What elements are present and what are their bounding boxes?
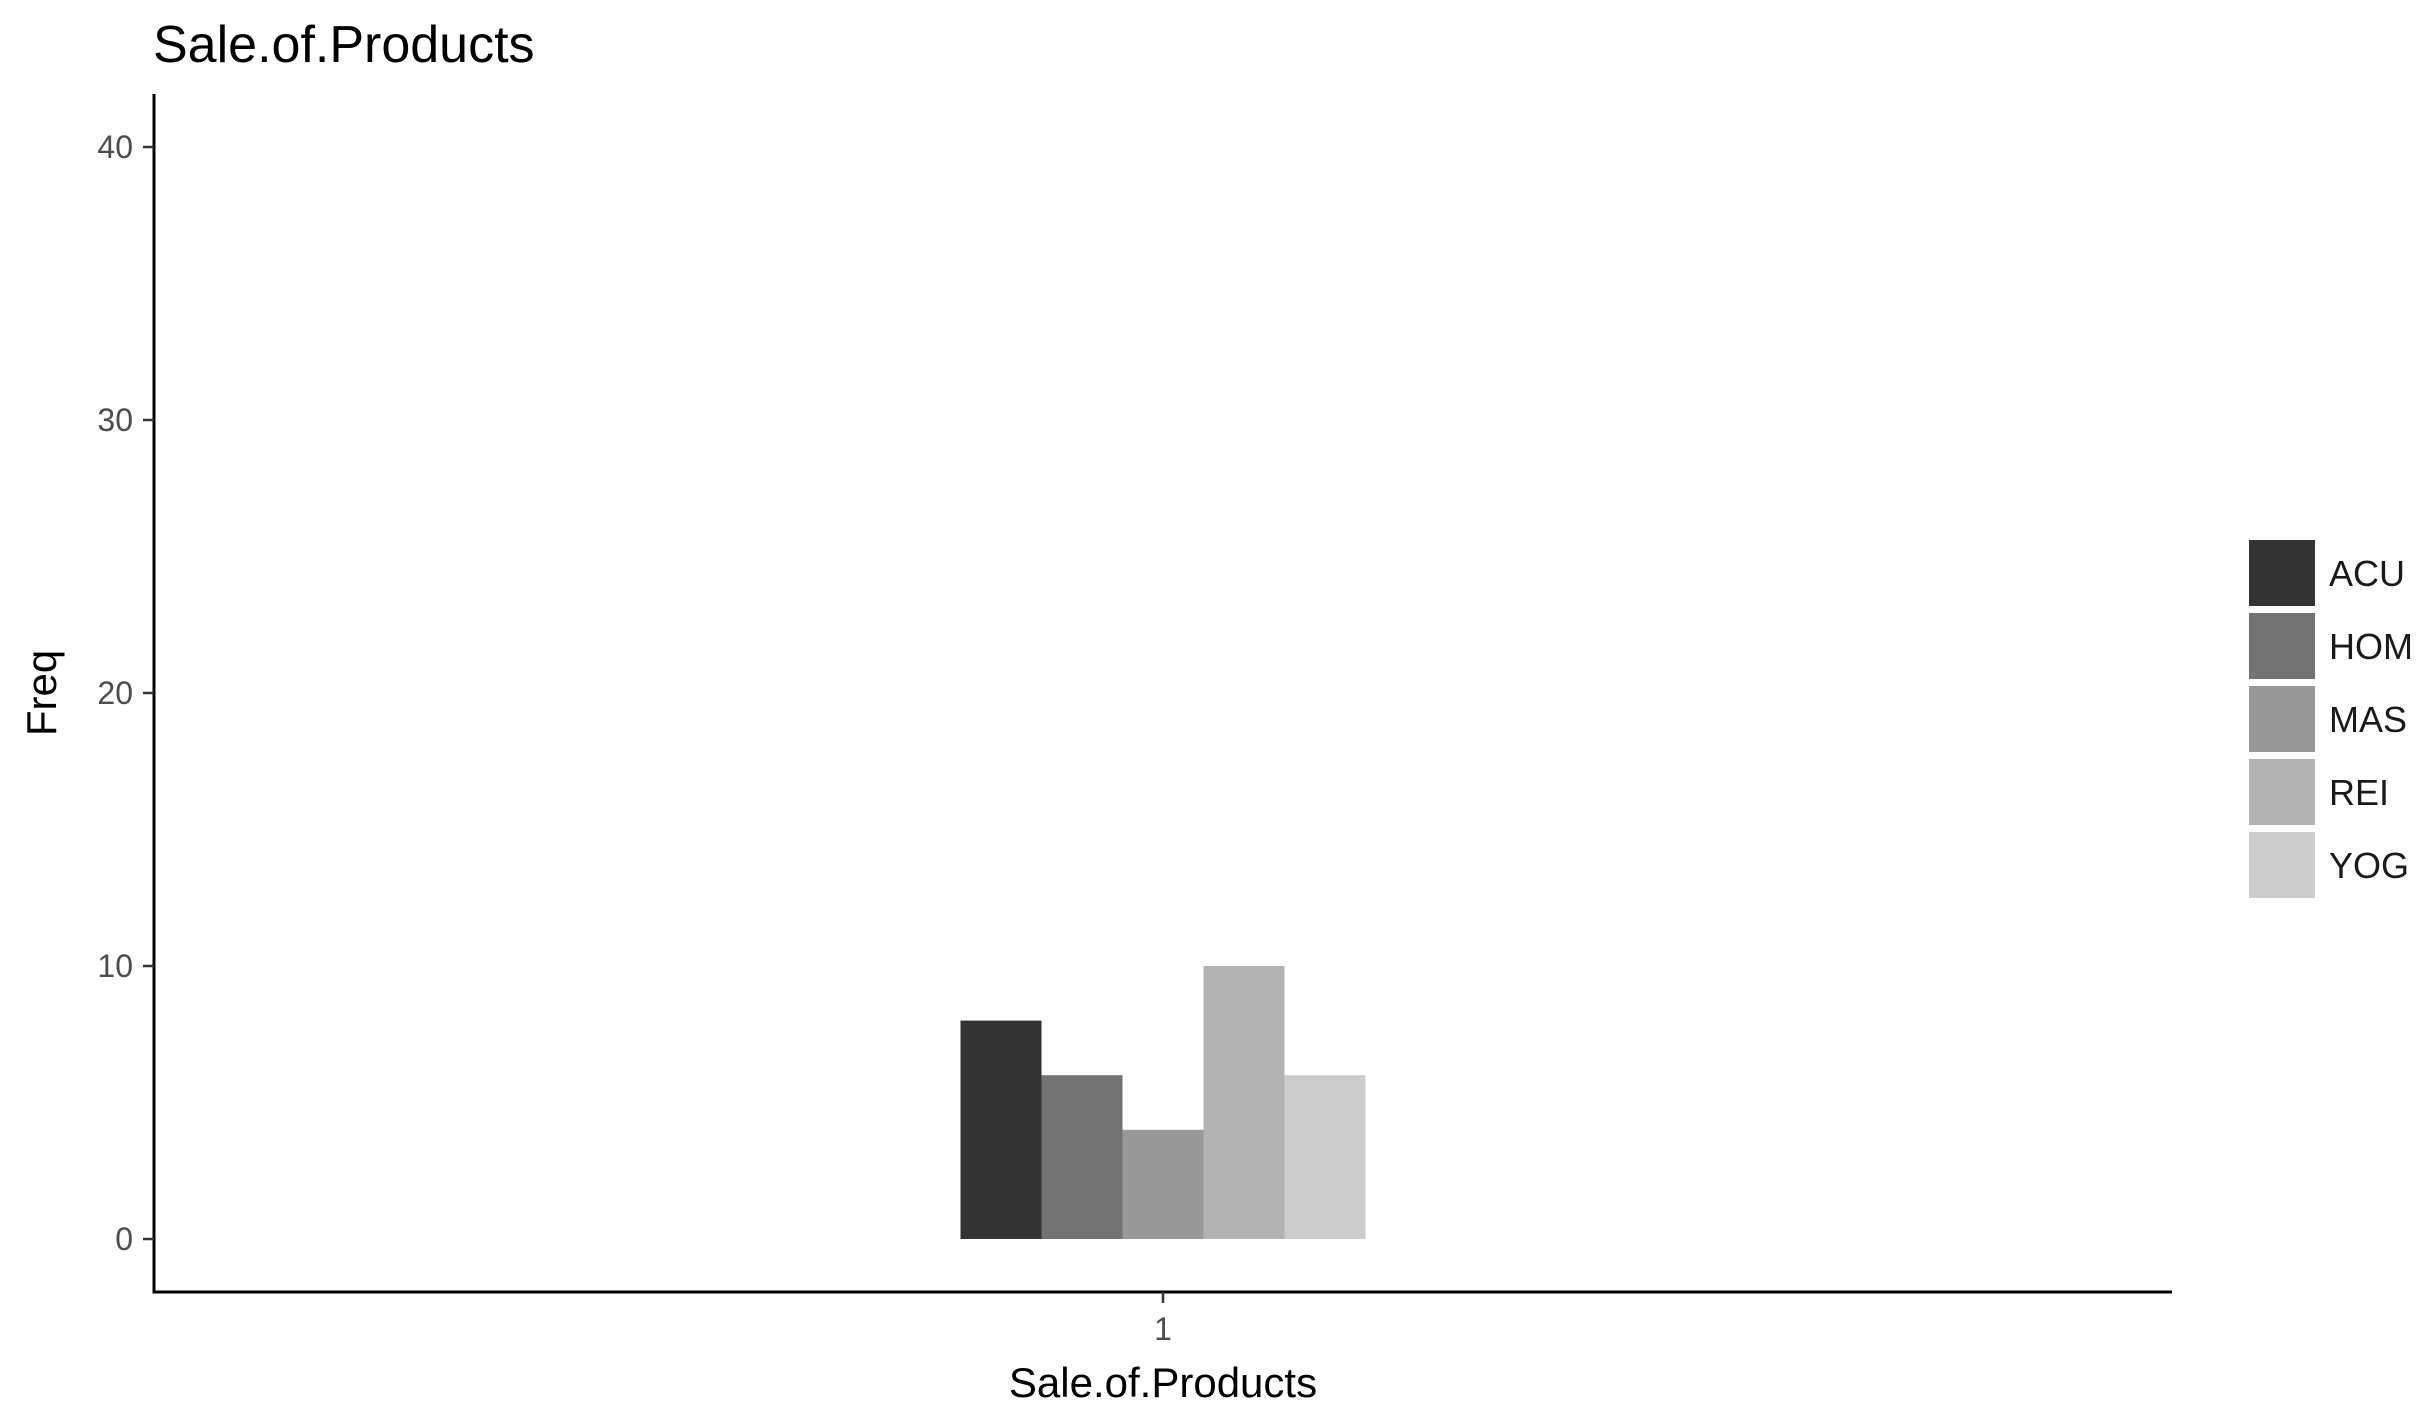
- legend-key-yog: [2249, 832, 2315, 898]
- y-axis: 0 10 20 30 40: [97, 94, 156, 1292]
- legend-label: YOG: [2329, 845, 2409, 886]
- x-axis: 1: [152, 1290, 2172, 1347]
- x-tick-label: 1: [1154, 1311, 1172, 1347]
- bars: [960, 966, 1366, 1239]
- legend: ACU HOM MAS REI YOG: [2249, 540, 2413, 898]
- y-axis-title: Freq: [18, 650, 65, 736]
- y-tick-label: 40: [97, 129, 133, 165]
- x-axis-title: Sale.of.Products: [1009, 1359, 1317, 1404]
- legend-key-rei: [2249, 759, 2315, 825]
- chart-title: Sale.of.Products: [153, 16, 535, 74]
- legend-label: MAS: [2329, 699, 2407, 740]
- y-tick-label: 10: [97, 948, 133, 984]
- y-tick-label: 0: [115, 1221, 133, 1257]
- bar-acu: [960, 1020, 1042, 1239]
- legend-label: HOM: [2329, 626, 2413, 667]
- legend-key-acu: [2249, 540, 2315, 606]
- y-tick-label: 20: [97, 675, 133, 711]
- bar-mas: [1122, 1129, 1204, 1239]
- bar-hom: [1041, 1075, 1123, 1239]
- y-tick-label: 30: [97, 402, 133, 438]
- legend-key-mas: [2249, 686, 2315, 752]
- bar-rei: [1203, 966, 1285, 1239]
- legend-label: ACU: [2329, 553, 2405, 594]
- legend-key-hom: [2249, 613, 2315, 679]
- legend-label: REI: [2329, 772, 2389, 813]
- bar-yog: [1284, 1075, 1366, 1239]
